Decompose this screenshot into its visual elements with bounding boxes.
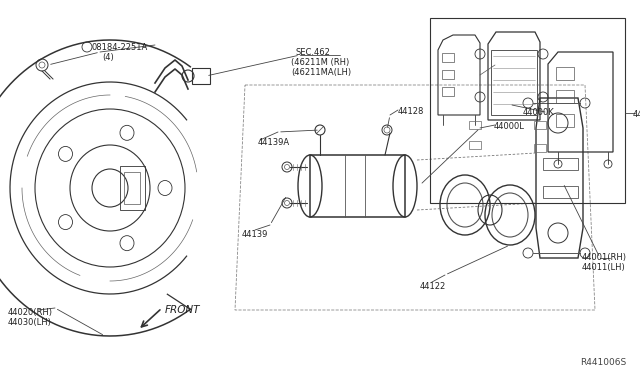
Bar: [192, 68, 210, 84]
Bar: [543, 158, 578, 170]
Text: 44139A: 44139A: [258, 138, 290, 147]
Text: SEC.462: SEC.462: [296, 48, 331, 57]
Bar: [430, 18, 625, 203]
Text: 44128: 44128: [398, 107, 424, 116]
Bar: [442, 87, 454, 96]
Text: 44001(RH): 44001(RH): [582, 253, 627, 262]
Bar: [556, 114, 574, 127]
Bar: [556, 67, 574, 80]
Text: (46211M (RH): (46211M (RH): [291, 58, 349, 67]
Text: (46211MA(LH): (46211MA(LH): [291, 68, 351, 77]
Text: 08184-2251A: 08184-2251A: [92, 43, 148, 52]
Text: 44011(LH): 44011(LH): [582, 263, 626, 272]
Text: 44000K: 44000K: [523, 108, 555, 117]
Bar: [310, 155, 405, 217]
Text: FRONT: FRONT: [165, 305, 200, 315]
Bar: [442, 53, 454, 62]
Text: 44030(LH): 44030(LH): [8, 318, 52, 327]
Text: 44122: 44122: [420, 282, 446, 291]
Text: 44000L: 44000L: [494, 122, 525, 131]
Bar: [543, 186, 578, 198]
Text: 44020(RH): 44020(RH): [8, 308, 53, 317]
Bar: [556, 90, 574, 103]
Text: R441006S: R441006S: [580, 358, 627, 367]
Text: 44080K: 44080K: [633, 110, 640, 119]
Text: 44139: 44139: [242, 230, 268, 239]
Text: (4): (4): [102, 53, 114, 62]
Bar: [442, 70, 454, 79]
